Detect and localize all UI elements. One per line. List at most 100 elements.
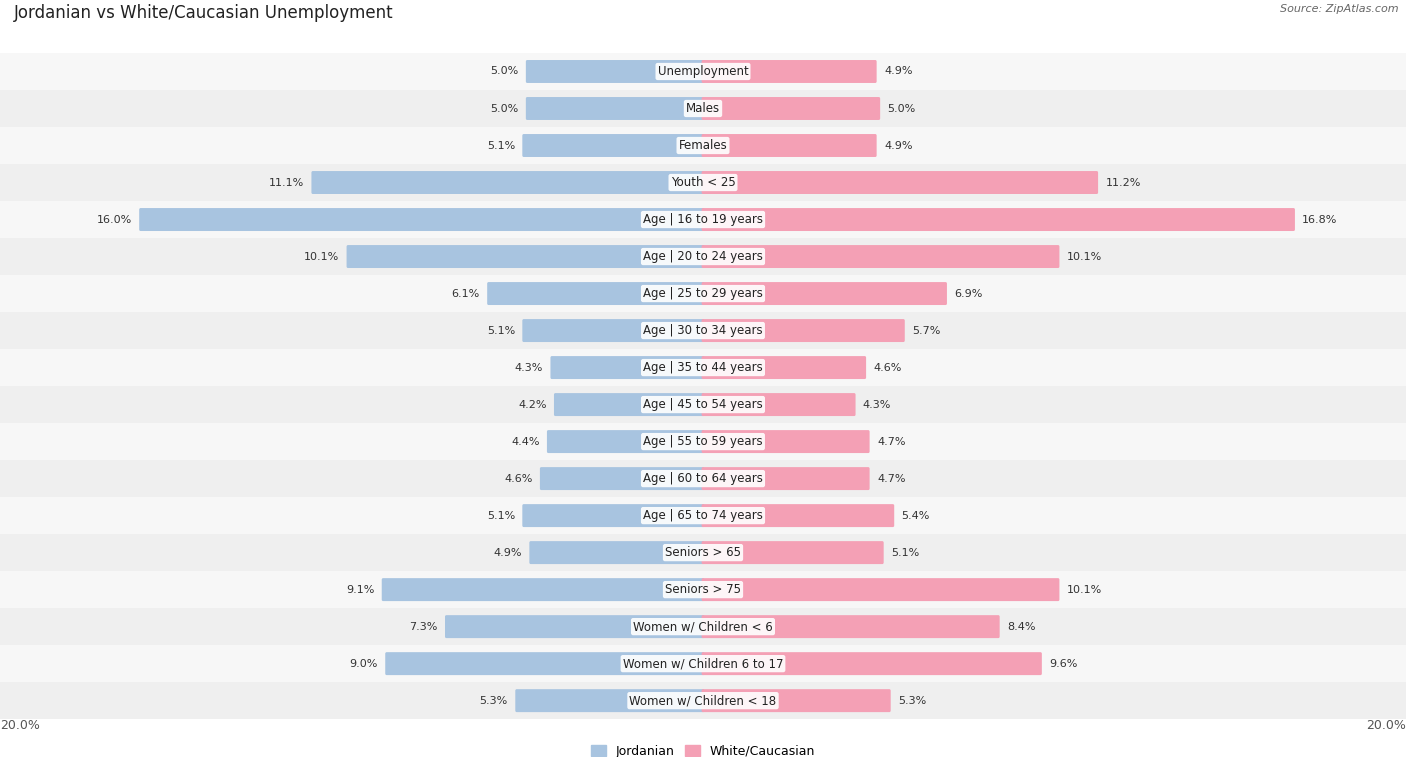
FancyBboxPatch shape: [702, 653, 1042, 675]
Text: 6.9%: 6.9%: [955, 288, 983, 298]
FancyBboxPatch shape: [702, 393, 855, 416]
Text: 20.0%: 20.0%: [0, 719, 39, 732]
FancyBboxPatch shape: [702, 208, 1295, 231]
FancyBboxPatch shape: [551, 356, 704, 379]
FancyBboxPatch shape: [702, 245, 1060, 268]
Text: 6.1%: 6.1%: [451, 288, 479, 298]
FancyBboxPatch shape: [526, 97, 704, 120]
FancyBboxPatch shape: [446, 615, 704, 638]
Text: 5.1%: 5.1%: [486, 141, 515, 151]
Text: Age | 35 to 44 years: Age | 35 to 44 years: [643, 361, 763, 374]
FancyBboxPatch shape: [523, 319, 704, 342]
Text: 5.3%: 5.3%: [898, 696, 927, 706]
Text: 4.3%: 4.3%: [863, 400, 891, 410]
FancyBboxPatch shape: [526, 60, 704, 83]
FancyBboxPatch shape: [385, 653, 704, 675]
Text: 4.9%: 4.9%: [884, 141, 912, 151]
Text: 4.7%: 4.7%: [877, 474, 905, 484]
Text: Women w/ Children < 6: Women w/ Children < 6: [633, 620, 773, 633]
Text: 9.6%: 9.6%: [1049, 659, 1077, 668]
Text: 4.9%: 4.9%: [884, 67, 912, 76]
Text: Women w/ Children 6 to 17: Women w/ Children 6 to 17: [623, 657, 783, 670]
Text: Seniors > 75: Seniors > 75: [665, 583, 741, 596]
Bar: [0, 534, 1406, 571]
Text: Seniors > 65: Seniors > 65: [665, 546, 741, 559]
FancyBboxPatch shape: [702, 430, 869, 453]
Bar: [0, 608, 1406, 645]
FancyBboxPatch shape: [347, 245, 704, 268]
FancyBboxPatch shape: [529, 541, 704, 564]
Text: 20.0%: 20.0%: [1367, 719, 1406, 732]
Text: Age | 60 to 64 years: Age | 60 to 64 years: [643, 472, 763, 485]
Text: Unemployment: Unemployment: [658, 65, 748, 78]
Text: 9.1%: 9.1%: [346, 584, 374, 594]
Text: 4.2%: 4.2%: [517, 400, 547, 410]
Bar: [0, 497, 1406, 534]
FancyBboxPatch shape: [702, 134, 877, 157]
Text: 5.0%: 5.0%: [491, 67, 519, 76]
Text: 5.1%: 5.1%: [486, 511, 515, 521]
Bar: [0, 460, 1406, 497]
Bar: [0, 423, 1406, 460]
Text: Age | 65 to 74 years: Age | 65 to 74 years: [643, 509, 763, 522]
Bar: [0, 682, 1406, 719]
Text: Age | 20 to 24 years: Age | 20 to 24 years: [643, 250, 763, 263]
Text: Age | 25 to 29 years: Age | 25 to 29 years: [643, 287, 763, 300]
FancyBboxPatch shape: [515, 689, 704, 712]
Bar: [0, 386, 1406, 423]
FancyBboxPatch shape: [702, 615, 1000, 638]
FancyBboxPatch shape: [702, 689, 891, 712]
Text: Women w/ Children < 18: Women w/ Children < 18: [630, 694, 776, 707]
Text: 4.6%: 4.6%: [505, 474, 533, 484]
FancyBboxPatch shape: [702, 319, 905, 342]
Text: Jordanian vs White/Caucasian Unemployment: Jordanian vs White/Caucasian Unemploymen…: [14, 4, 394, 22]
FancyBboxPatch shape: [702, 356, 866, 379]
Text: 7.3%: 7.3%: [409, 621, 437, 631]
Text: 5.1%: 5.1%: [891, 547, 920, 558]
FancyBboxPatch shape: [702, 541, 884, 564]
Text: Males: Males: [686, 102, 720, 115]
Text: 10.1%: 10.1%: [1067, 584, 1102, 594]
Text: Age | 16 to 19 years: Age | 16 to 19 years: [643, 213, 763, 226]
Bar: [0, 201, 1406, 238]
Text: 16.8%: 16.8%: [1302, 214, 1337, 225]
Bar: [0, 571, 1406, 608]
Text: Youth < 25: Youth < 25: [671, 176, 735, 189]
Text: 8.4%: 8.4%: [1007, 621, 1036, 631]
Text: 9.0%: 9.0%: [350, 659, 378, 668]
Text: 5.3%: 5.3%: [479, 696, 508, 706]
Text: Age | 55 to 59 years: Age | 55 to 59 years: [643, 435, 763, 448]
Text: 10.1%: 10.1%: [304, 251, 339, 261]
FancyBboxPatch shape: [139, 208, 704, 231]
Text: 4.4%: 4.4%: [510, 437, 540, 447]
Text: Females: Females: [679, 139, 727, 152]
FancyBboxPatch shape: [488, 282, 704, 305]
FancyBboxPatch shape: [702, 578, 1060, 601]
Bar: [0, 312, 1406, 349]
FancyBboxPatch shape: [554, 393, 704, 416]
Text: 4.3%: 4.3%: [515, 363, 543, 372]
Text: 10.1%: 10.1%: [1067, 251, 1102, 261]
FancyBboxPatch shape: [540, 467, 704, 490]
Text: 11.2%: 11.2%: [1105, 178, 1140, 188]
FancyBboxPatch shape: [382, 578, 704, 601]
FancyBboxPatch shape: [702, 171, 1098, 194]
Text: Source: ZipAtlas.com: Source: ZipAtlas.com: [1281, 4, 1399, 14]
Bar: [0, 164, 1406, 201]
FancyBboxPatch shape: [547, 430, 704, 453]
Legend: Jordanian, White/Caucasian: Jordanian, White/Caucasian: [586, 740, 820, 757]
FancyBboxPatch shape: [702, 282, 948, 305]
Text: 5.4%: 5.4%: [901, 511, 929, 521]
Text: Age | 45 to 54 years: Age | 45 to 54 years: [643, 398, 763, 411]
Bar: [0, 349, 1406, 386]
Text: 5.7%: 5.7%: [912, 326, 941, 335]
FancyBboxPatch shape: [523, 134, 704, 157]
Text: 5.0%: 5.0%: [491, 104, 519, 114]
Bar: [0, 645, 1406, 682]
Text: 4.6%: 4.6%: [873, 363, 901, 372]
Bar: [0, 53, 1406, 90]
Text: 16.0%: 16.0%: [97, 214, 132, 225]
Text: 4.7%: 4.7%: [877, 437, 905, 447]
Text: 5.1%: 5.1%: [486, 326, 515, 335]
FancyBboxPatch shape: [523, 504, 704, 527]
